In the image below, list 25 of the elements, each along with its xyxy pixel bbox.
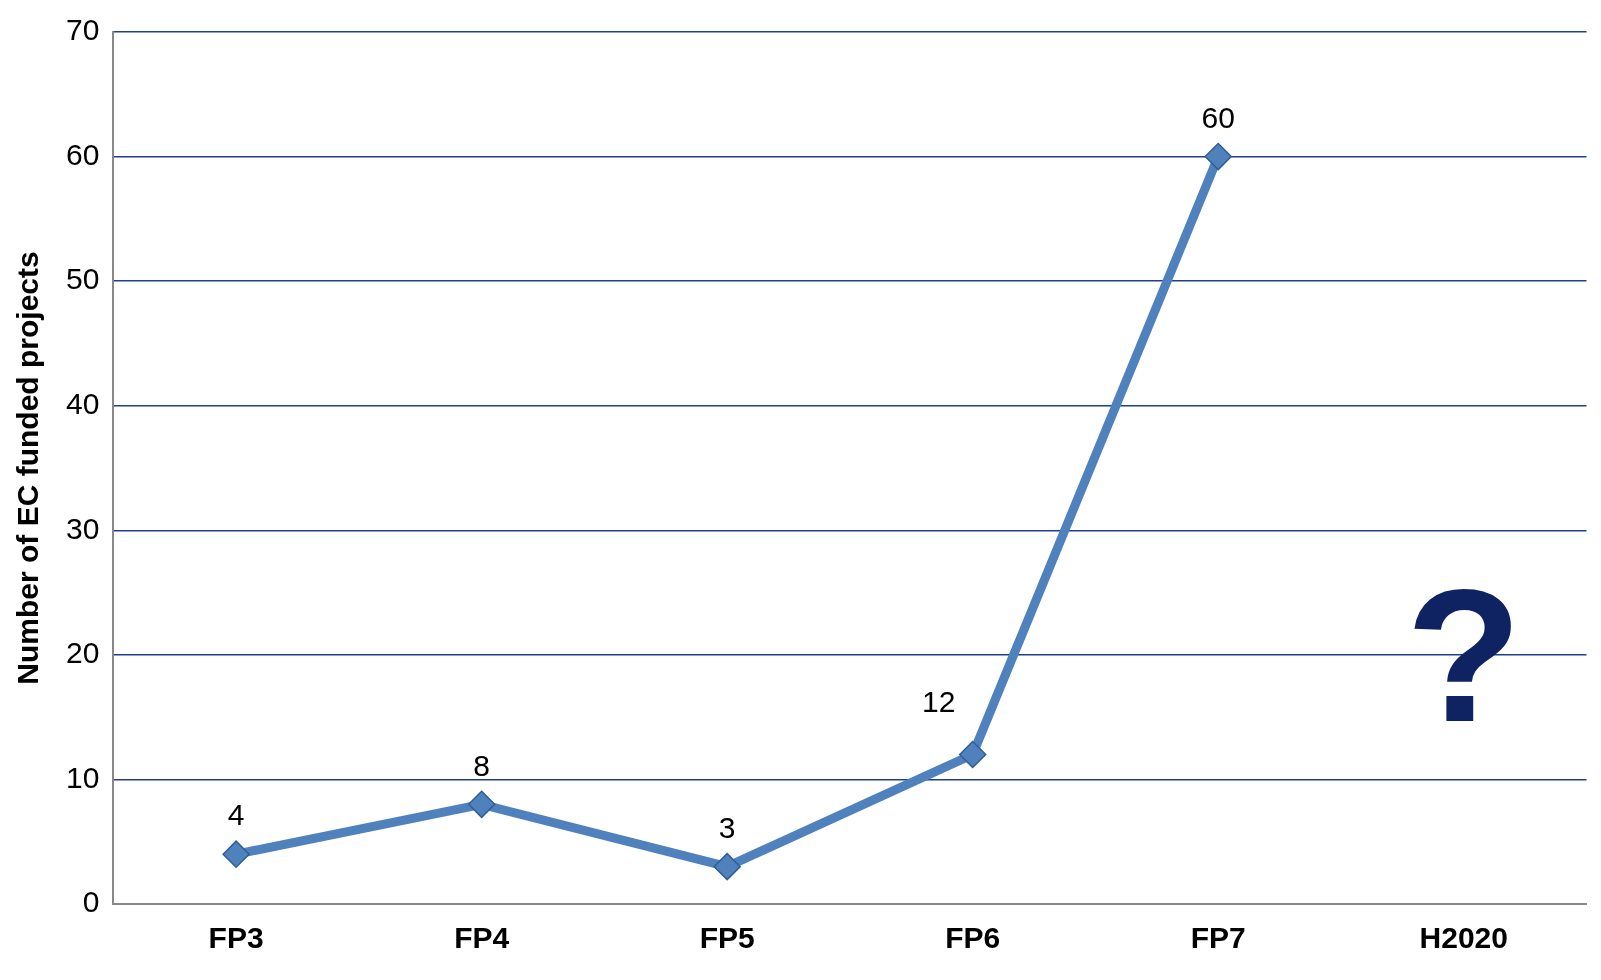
x-tick-label: FP4	[454, 921, 510, 955]
data-label: 8	[473, 748, 490, 782]
x-tick-label: FP5	[699, 921, 755, 955]
point	[713, 852, 741, 881]
y-tick-label: 30	[65, 511, 100, 545]
y-tick-label: 10	[65, 760, 100, 794]
x-tick-label: FP6	[945, 921, 1001, 955]
y-tick-label: 50	[65, 262, 100, 296]
x-tick-label: H2020	[1419, 921, 1508, 955]
y-tick-label: 20	[65, 636, 100, 670]
y-tick-label: 60	[65, 137, 100, 171]
data-label: 3	[718, 810, 736, 844]
point	[1204, 142, 1232, 171]
point	[222, 840, 250, 868]
data-label: 60	[1201, 100, 1235, 134]
point	[958, 740, 987, 769]
y-axis-title: Number of EC funded projects	[11, 251, 45, 685]
point	[467, 790, 496, 819]
data-label: 12	[922, 684, 956, 718]
x-tick-label: FP7	[1190, 921, 1246, 955]
y-tick-label: 70	[65, 13, 100, 47]
x-tick-label: FP3	[208, 921, 264, 955]
y-tick-label: 0	[82, 885, 100, 919]
data-label: 4	[227, 798, 245, 832]
y-tick-label: 40	[65, 386, 100, 420]
